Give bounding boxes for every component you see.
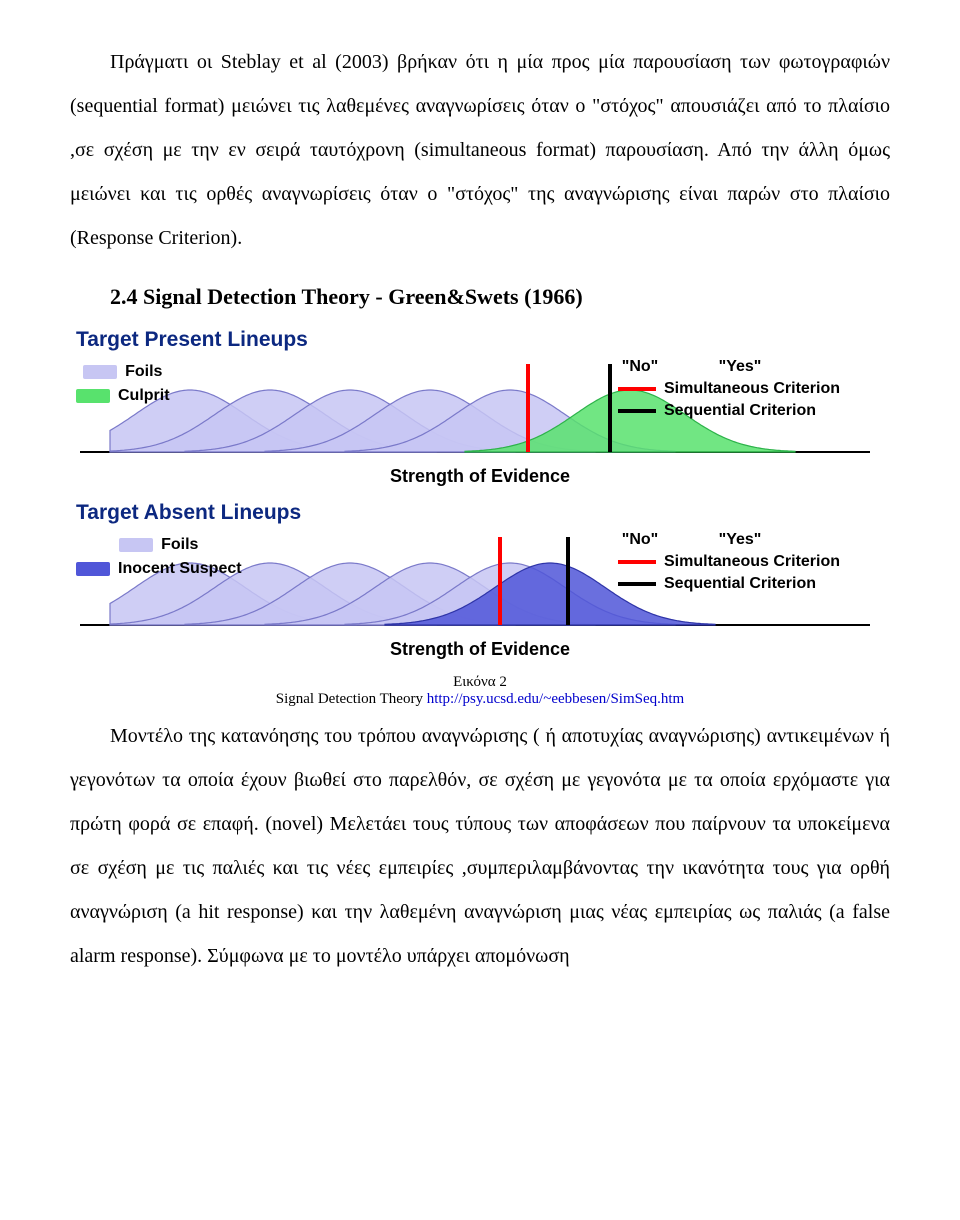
legend-line-swatch <box>618 560 656 564</box>
figure-2: Target Present Lineups Foils Culprit "No"… <box>70 328 890 708</box>
chart2-axis-label: Strength of Evidence <box>70 639 890 660</box>
section-heading: 2.4 Signal Detection Theory - Green&Swet… <box>70 284 890 310</box>
figure-caption: Εικόνα 2 Signal Detection Theory http://… <box>70 674 890 708</box>
chart-target-absent: Target Absent Lineups Foils Inocent Suspe… <box>70 501 890 660</box>
paragraph-1: Πράγματι οι Steblay et al (2003) βρήκαν … <box>70 40 890 260</box>
legend-swatch <box>76 562 110 576</box>
legend-label: Culprit <box>118 387 170 404</box>
caption-label: Εικόνα 2 <box>453 674 507 690</box>
paragraph-2: Μοντέλο της κατανόησης του τρόπου αναγνώ… <box>70 714 890 978</box>
chart2-title: Target Absent Lineups <box>76 501 890 525</box>
legend-line-label: Sequential Criterion <box>664 573 816 595</box>
legend-no: "No" <box>610 356 670 378</box>
para2-text: Μοντέλο της κατανόησης του τρόπου αναγνώ… <box>70 714 890 978</box>
legend-swatch <box>119 538 153 552</box>
legend-swatch <box>83 365 117 379</box>
legend-line-item: Sequential Criterion <box>610 573 890 595</box>
legend-line-label: Simultaneous Criterion <box>664 378 840 400</box>
legend-line-swatch <box>618 582 656 586</box>
legend-line-label: Sequential Criterion <box>664 400 816 422</box>
legend-item: Foils <box>76 360 170 384</box>
caption-source-lead: Signal Detection Theory <box>276 691 427 707</box>
legend-label: Inocent Suspect <box>118 560 242 577</box>
legend-yes: "Yes" <box>710 356 770 378</box>
chart1-legend-right: "No" "Yes"Simultaneous CriterionSequentia… <box>610 356 890 422</box>
legend-no: "No" <box>610 529 670 551</box>
legend-swatch <box>76 389 110 403</box>
caption-link[interactable]: http://psy.ucsd.edu/~eebbesen/SimSeq.htm <box>427 691 685 707</box>
chart1-legend-left: Foils Culprit <box>76 360 170 408</box>
legend-item: Culprit <box>76 384 170 408</box>
legend-line-item: Sequential Criterion <box>610 400 890 422</box>
chart1-title: Target Present Lineups <box>76 328 890 352</box>
legend-line-label: Simultaneous Criterion <box>664 551 840 573</box>
legend-label: Foils <box>161 536 198 553</box>
chart-target-present: Target Present Lineups Foils Culprit "No"… <box>70 328 890 487</box>
legend-label: Foils <box>125 363 162 380</box>
legend-line-swatch <box>618 387 656 391</box>
chart2-legend-left: Foils Inocent Suspect <box>76 533 242 581</box>
chart2-legend-right: "No" "Yes"Simultaneous CriterionSequentia… <box>610 529 890 595</box>
para1-text: Πράγματι οι Steblay et al (2003) βρήκαν … <box>70 40 890 260</box>
legend-item: Inocent Suspect <box>76 557 242 581</box>
legend-yes: "Yes" <box>710 529 770 551</box>
chart1-axis-label: Strength of Evidence <box>70 466 890 487</box>
legend-item: Foils <box>76 533 242 557</box>
legend-line-item: Simultaneous Criterion <box>610 551 890 573</box>
legend-line-swatch <box>618 409 656 413</box>
legend-line-item: Simultaneous Criterion <box>610 378 890 400</box>
